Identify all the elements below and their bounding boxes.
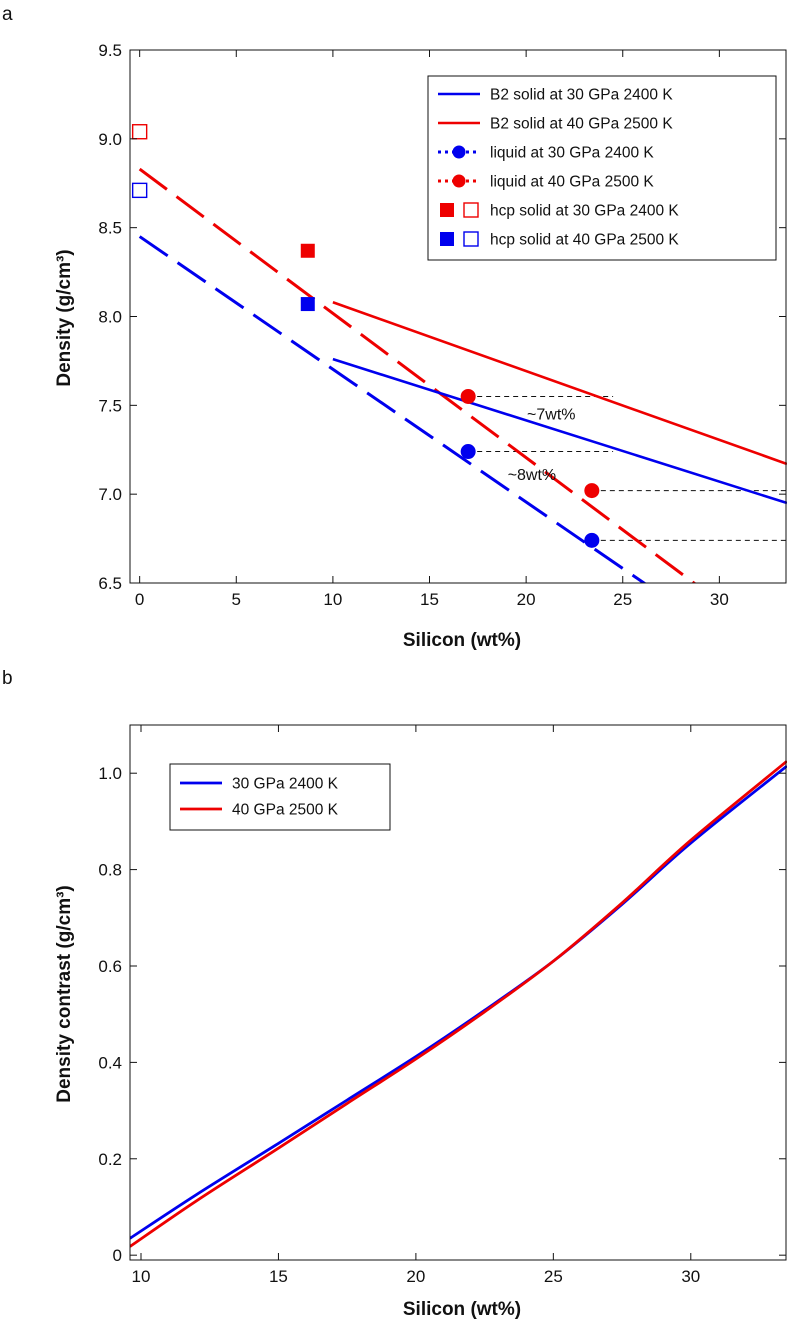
- legend-label: B2 solid at 40 GPa 2500 K: [490, 116, 673, 133]
- x-tick-label: 30: [681, 1267, 700, 1286]
- panel-a-letter: a: [2, 4, 13, 25]
- x-tick-label: 20: [406, 1267, 425, 1286]
- panel-a-plot-area: ~7wt% ~8wt%: [131, 124, 787, 583]
- legend-box: [427, 75, 777, 261]
- legend-label: hcp solid at 30 GPa 2400 K: [490, 203, 679, 220]
- y-tick-label: 9.5: [98, 41, 122, 60]
- y-tick-label: 0.6: [98, 957, 122, 976]
- b2-solid-line-0: [332, 357, 787, 505]
- legend-entry-3: liquid at 40 GPa 2500 K: [438, 174, 654, 191]
- contrast-line-0: [130, 764, 787, 1240]
- legend-entry-2: liquid at 30 GPa 2400 K: [438, 145, 654, 162]
- legend-box: [169, 763, 391, 831]
- liquid-point-2-0: [460, 444, 476, 460]
- panel-a-x-axis-label: Silicon (wt%): [403, 630, 521, 651]
- legend-open-square: [463, 231, 479, 247]
- liquid-point-3-1: [584, 483, 600, 499]
- x-tick-label: 0: [135, 590, 144, 609]
- legend-entry-4: hcp solid at 30 GPa 2400 K: [440, 202, 679, 220]
- liquid-point-2-1: [584, 532, 600, 548]
- contrast-line-1: [130, 760, 787, 1248]
- panel-a-x-ticks: 0 5 10 15 20 25 30: [135, 50, 729, 609]
- y-tick-label: 0: [113, 1246, 122, 1265]
- panel-b-y-axis-label: Density contrast (g/cm³): [54, 885, 75, 1102]
- panel-b-legend: 30 GPa 2400 K 40 GPa 2500 K: [169, 763, 391, 831]
- legend-label: 30 GPa 2400 K: [232, 776, 339, 793]
- y-tick-label: 1.0: [98, 764, 122, 783]
- legend-entry-5: hcp solid at 40 GPa 2500 K: [440, 231, 679, 249]
- hcp-filled-square-4: [300, 243, 315, 258]
- panel-a-legend: B2 solid at 30 GPa 2400 K B2 solid at 40 …: [427, 75, 777, 261]
- y-tick-label: 7.0: [98, 485, 122, 504]
- legend-entry-1: 40 GPa 2500 K: [180, 802, 339, 819]
- legend-label: liquid at 30 GPa 2400 K: [490, 145, 654, 162]
- x-tick-label: 25: [544, 1267, 563, 1286]
- b2-solid-line-1: [332, 301, 787, 466]
- x-tick-label: 15: [420, 590, 439, 609]
- panel-b-axes-frame: [129, 724, 787, 1261]
- panel-a: a ~7wt% ~8wt% 6.5 7.0 7.5 8.0 8.5 9.0 9.5 0 5 10 1…: [2, 4, 787, 651]
- legend-label: B2 solid at 30 GPa 2400 K: [490, 87, 673, 104]
- y-tick-label: 0.2: [98, 1150, 122, 1169]
- legend-entry-0: 30 GPa 2400 K: [180, 776, 339, 793]
- x-tick-label: 25: [613, 590, 632, 609]
- legend-label: hcp solid at 40 GPa 2500 K: [490, 232, 679, 249]
- x-tick-label: 30: [710, 590, 729, 609]
- hcp-open-square-4: [131, 124, 148, 140]
- liquid-fit-line-3: [138, 167, 697, 583]
- panel-b-plot-area: [130, 760, 787, 1248]
- legend-marker: [452, 174, 466, 188]
- panel-b-letter: b: [2, 668, 13, 689]
- panel-a-y-axis-label: Density (g/cm³): [54, 249, 75, 386]
- y-tick-label: 0.8: [98, 861, 122, 880]
- liquid-point-3-0: [460, 388, 476, 404]
- y-tick-label: 0.4: [98, 1053, 122, 1072]
- legend-filled-square: [440, 232, 454, 246]
- legend-marker: [452, 145, 466, 159]
- legend-entry-1: B2 solid at 40 GPa 2500 K: [438, 116, 673, 133]
- x-tick-label: 10: [132, 1267, 151, 1286]
- panel-a-y-ticks: 6.5 7.0 7.5 8.0 8.5 9.0 9.5: [98, 41, 786, 593]
- hcp-filled-square-5: [300, 297, 315, 312]
- legend-label: 40 GPa 2500 K: [232, 802, 339, 819]
- y-tick-label: 8.0: [98, 308, 122, 327]
- liquid-fit-line-2: [138, 235, 647, 583]
- y-tick-label: 8.5: [98, 219, 122, 238]
- x-tick-label: 10: [323, 590, 342, 609]
- y-tick-label: 7.5: [98, 396, 122, 415]
- panel-b-x-ticks: 10 15 20 25 30: [132, 725, 700, 1286]
- hcp-open-square-5: [131, 182, 148, 199]
- panel-b: b 0 0.2 0.4 0.6 0.8 1.0 10 15 20 25 30 Density co…: [2, 668, 787, 1320]
- panel-b-x-axis-label: Silicon (wt%): [403, 1299, 521, 1320]
- panel-b-y-ticks: 0 0.2 0.4 0.6 0.8 1.0: [98, 764, 786, 1265]
- legend-label: liquid at 40 GPa 2500 K: [490, 174, 654, 191]
- legend-filled-square: [440, 203, 454, 217]
- x-tick-label: 15: [269, 1267, 288, 1286]
- annotation-0: ~7wt%: [527, 407, 575, 424]
- y-tick-label: 9.0: [98, 130, 122, 149]
- annotation-1: ~8wt%: [508, 467, 556, 484]
- legend-open-square: [463, 202, 479, 218]
- y-tick-label: 6.5: [98, 574, 122, 593]
- x-tick-label: 20: [517, 590, 536, 609]
- legend-entry-0: B2 solid at 30 GPa 2400 K: [438, 87, 673, 104]
- x-tick-label: 5: [232, 590, 241, 609]
